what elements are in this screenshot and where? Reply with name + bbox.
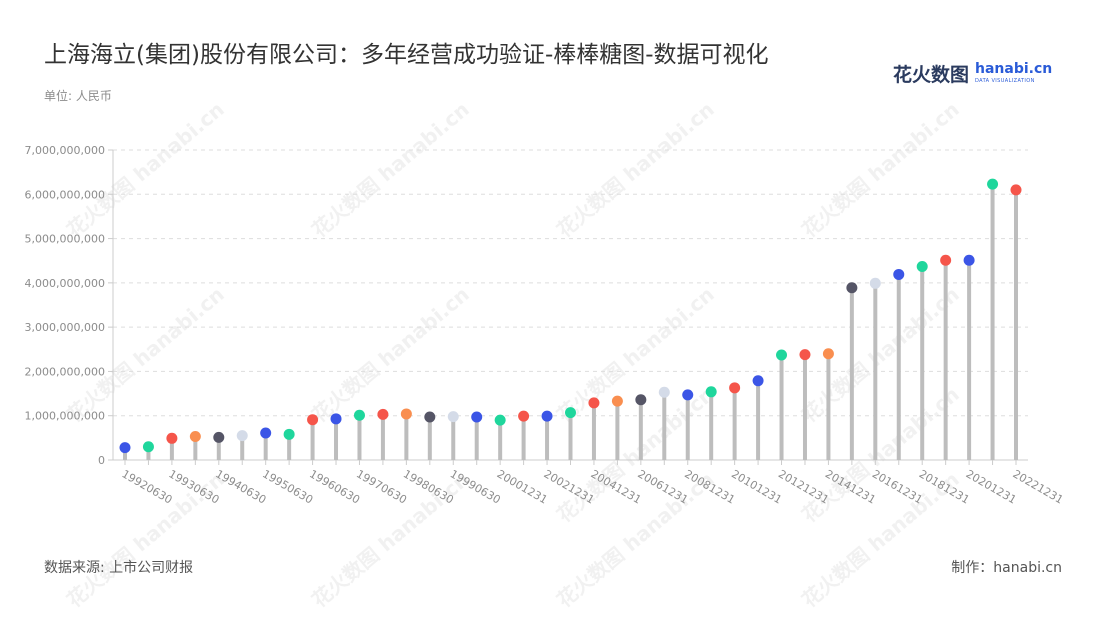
logo-text-zh: 花火数图: [893, 64, 970, 86]
chart-title: 上海海立(集团)股份有限公司：多年经营成功验证-棒棒糖图-数据可视化: [44, 42, 769, 68]
lollipop-dot: [893, 268, 905, 280]
lollipop-dot: [447, 411, 459, 423]
watermark-text: 花火数图 hanabi.cn: [797, 97, 964, 242]
lollipop-dot: [729, 382, 741, 394]
lollipop-stems: [123, 184, 1018, 460]
lollipop-dot: [752, 375, 764, 387]
chart-maker: 制作：hanabi.cn: [951, 560, 1062, 576]
watermark-text: 花火数图 hanabi.cn: [307, 282, 474, 427]
x-tick-label: 20101231: [729, 467, 784, 506]
lollipop-dot: [119, 442, 131, 454]
y-tick-label: 1,000,000,000: [25, 410, 105, 423]
y-tick-label: 2,000,000,000: [25, 365, 105, 378]
x-tick-label: 20001231: [495, 467, 550, 506]
lollipop-dot: [565, 407, 576, 419]
x-tick-label: 19960630: [307, 467, 362, 506]
lollipop-dot: [635, 394, 647, 406]
lollipop-dot: [822, 348, 834, 360]
y-tick-label: 5,000,000,000: [25, 233, 105, 246]
lollipop-dot: [142, 441, 154, 453]
x-tick-label: 19970630: [354, 467, 409, 506]
y-tick-label: 6,000,000,000: [25, 188, 105, 201]
lollipop-dot: [353, 409, 365, 421]
lollipop-dot: [166, 432, 178, 444]
x-tick-label: 19920630: [120, 467, 175, 506]
lollipop-dot: [799, 349, 811, 361]
lollipop-dot: [588, 397, 600, 409]
lollipop-dot: [189, 431, 201, 443]
lollipop-dot: [705, 386, 717, 398]
lollipop-dot: [658, 386, 670, 398]
unit-label: 单位: 人民币: [44, 89, 112, 103]
logo-text-en: hanabi.cn: [975, 61, 1053, 77]
lollipop-dot: [260, 427, 272, 439]
lollipop-dot: [869, 277, 881, 289]
lollipop-dot: [776, 349, 788, 361]
lollipop-dot: [518, 410, 530, 422]
watermark-text: 花火数图 hanabi.cn: [62, 282, 229, 427]
lollipop-dot: [682, 389, 694, 401]
logo-subtext: DATA VISUALIZATION: [975, 78, 1035, 84]
y-tick-label: 4,000,000,000: [25, 277, 105, 290]
lollipop-dot: [213, 431, 225, 443]
x-tick-label: 20221231: [1011, 467, 1066, 506]
lollipop-dot: [1010, 184, 1022, 196]
data-source: 数据来源: 上市公司财报: [44, 560, 194, 576]
lollipop-dot: [541, 410, 553, 422]
lollipop-dot: [330, 413, 342, 425]
lollipop-dot: [424, 411, 436, 423]
lollipop-dot: [236, 430, 248, 442]
x-tick-label: 20201231: [964, 467, 1019, 506]
y-tick-label: 3,000,000,000: [25, 321, 105, 334]
lollipop-dot: [611, 395, 623, 407]
lollipop-dot: [471, 411, 483, 423]
lollipop-dot: [494, 414, 506, 426]
lollipop-dot: [963, 254, 975, 266]
lollipop-dot: [377, 408, 389, 420]
watermark-text: 花火数图 hanabi.cn: [307, 97, 474, 242]
watermark-text: 花火数图 hanabi.cn: [62, 97, 229, 242]
y-axis: 0 1,000,000,000 2,000,000,000 3,000,000,000…: [25, 144, 114, 467]
lollipop-dot: [916, 260, 928, 272]
watermark-text: 花火数图 hanabi.cn: [552, 97, 719, 242]
y-tick-label: 0: [98, 454, 105, 467]
lollipop-dot: [987, 178, 999, 190]
lollipop-dot: [283, 428, 295, 440]
lollipop-dot: [307, 414, 319, 426]
x-tick-label: 20161231: [870, 467, 925, 506]
lollipop-dot: [846, 282, 858, 294]
lollipop-dots: [119, 178, 1022, 454]
lollipop-dot: [400, 408, 412, 420]
lollipop-dot: [940, 254, 952, 266]
y-tick-label: 7,000,000,000: [25, 144, 105, 157]
x-tick-label: 19950630: [260, 467, 315, 506]
